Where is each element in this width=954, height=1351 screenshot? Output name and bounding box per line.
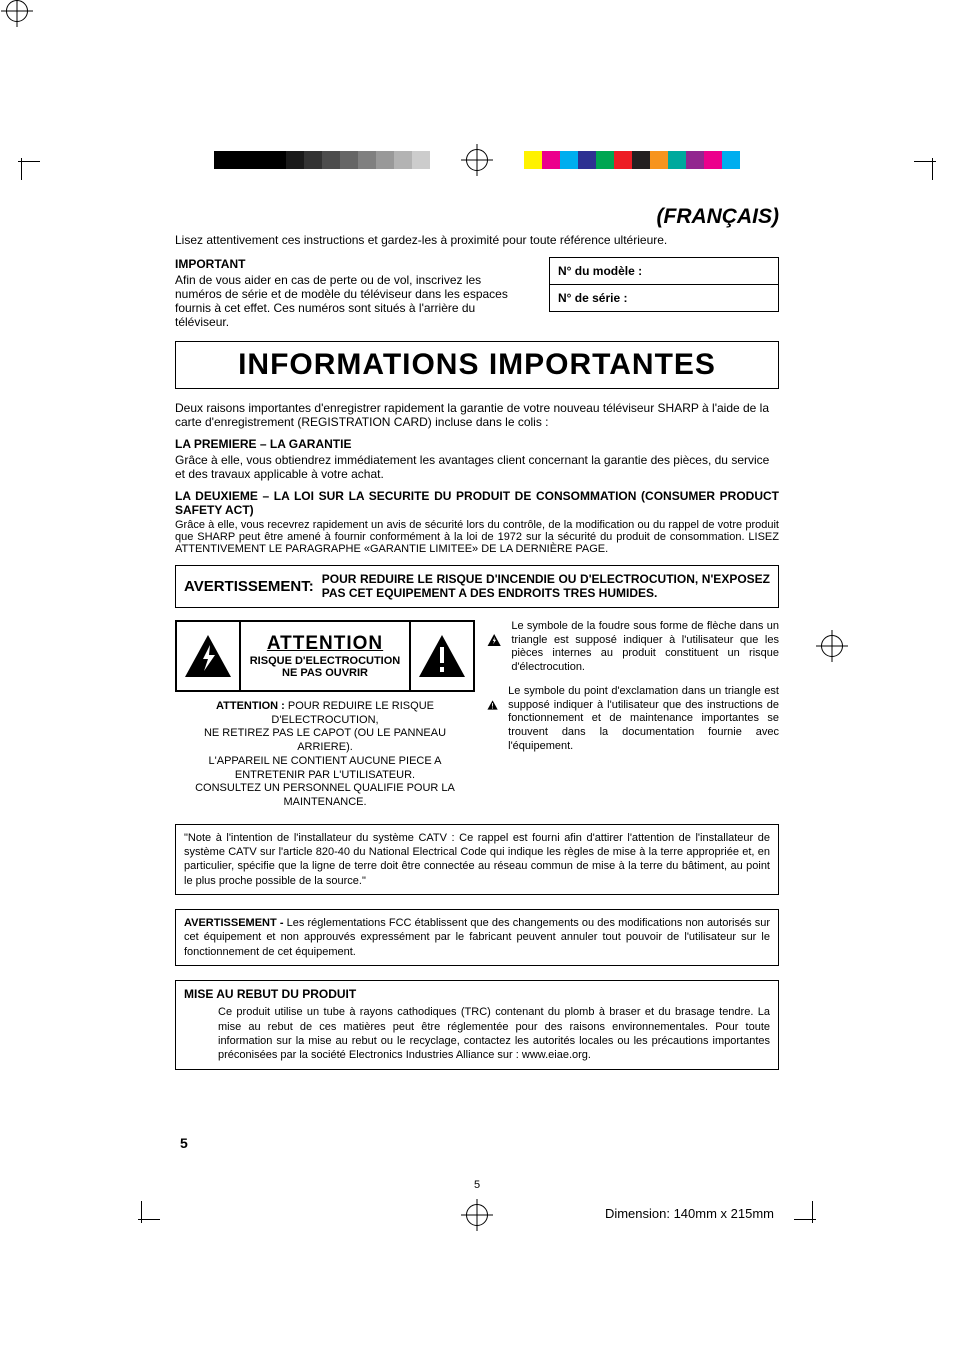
fcc-warning-box: AVERTISSEMENT - Les réglementations FCC … <box>175 909 779 966</box>
model-serial-box: N° du modèle : N° de série : <box>549 257 779 312</box>
page-number-small: 5 <box>474 1179 480 1191</box>
bolt-triangle-icon <box>487 620 501 660</box>
intro-text: Lisez attentivement ces instructions et … <box>175 233 779 247</box>
disposal-body: Ce produit utilise un tube à rayons cath… <box>184 1005 770 1062</box>
registration-target-icon <box>466 1204 488 1226</box>
caution-text-block: ATTENTION : POUR REDUIRE LE RISQUE D'ELE… <box>175 700 475 810</box>
reason1-heading: LA PREMIERE – LA GARANTIE <box>175 437 779 451</box>
model-number-label: N° du modèle : <box>550 258 778 284</box>
page-content: (FRANÇAIS) Lisez attentivement ces instr… <box>175 205 779 1070</box>
fcc-warning-label: AVERTISSEMENT - <box>184 917 287 929</box>
page-number-bold: 5 <box>180 1135 188 1151</box>
bolt-symbol-description: Le symbole de la foudre sous forme de fl… <box>487 620 779 675</box>
important-body: Afin de vous aider en cas de perte ou de… <box>175 273 529 329</box>
registration-target-icon <box>466 149 488 171</box>
grayscale-swatches <box>214 151 430 169</box>
caution-text-body: POUR REDUIRE LE RISQUE D'ELECTROCUTION,N… <box>195 700 455 808</box>
exclamation-symbol-text: Le symbole du point d'exclamation dans u… <box>508 685 779 754</box>
reason2-heading: LA DEUXIEME – LA LOI SUR LA SECURITE DU … <box>175 489 779 517</box>
disposal-heading: MISE AU REBUT DU PRODUIT <box>184 987 770 1003</box>
crop-mark-tr <box>914 140 954 180</box>
color-swatches <box>524 151 740 169</box>
crop-mark-br <box>794 1201 834 1241</box>
symbols-row: ATTENTION RISQUE D'ELECTROCUTION NE PAS … <box>175 620 779 810</box>
serial-number-label: N° de série : <box>550 284 778 311</box>
exclamation-triangle-icon <box>487 685 498 725</box>
crop-mark-tl <box>0 140 40 180</box>
important-heading: IMPORTANT <box>175 257 529 271</box>
print-registration-top <box>0 140 954 180</box>
warning-label: AVERTISSEMENT: <box>184 578 314 595</box>
registration-intro: Deux raisons importantes d'enregistrer r… <box>175 401 779 429</box>
registration-target-left <box>0 0 34 22</box>
caution-text-label: ATTENTION : <box>216 700 285 712</box>
exclamation-triangle-icon <box>411 622 473 690</box>
exclamation-symbol-description: Le symbole du point d'exclamation dans u… <box>487 685 779 754</box>
registration-target-right <box>815 635 849 657</box>
warning-message: POUR REDUIRE LE RISQUE D'INCENDIE OU D'E… <box>322 572 770 601</box>
reason1-body: Grâce à elle, vous obtiendrez immédiatem… <box>175 453 779 481</box>
caution-title: ATTENTION <box>267 633 383 655</box>
language-label: (FRANÇAIS) <box>175 205 779 229</box>
crop-mark-bl <box>120 1201 160 1241</box>
important-row: IMPORTANT Afin de vous aider en cas de p… <box>175 257 779 329</box>
main-title: INFORMATIONS IMPORTANTES <box>175 341 779 389</box>
warning-box: AVERTISSEMENT: POUR REDUIRE LE RISQUE D'… <box>175 565 779 608</box>
bolt-triangle-icon <box>177 622 239 690</box>
bolt-symbol-text: Le symbole de la foudre sous forme de fl… <box>511 620 779 675</box>
disposal-box: MISE AU REBUT DU PRODUIT Ce produit util… <box>175 980 779 1070</box>
caution-line2: NE PAS OUVRIR <box>282 667 368 679</box>
caution-panel: ATTENTION RISQUE D'ELECTROCUTION NE PAS … <box>175 620 475 692</box>
catv-note-box: "Note à l'intention de l'installateur du… <box>175 824 779 895</box>
caution-line1: RISQUE D'ELECTROCUTION <box>250 655 401 667</box>
reason2-body: Grâce à elle, vous recevrez rapidement u… <box>175 519 779 555</box>
